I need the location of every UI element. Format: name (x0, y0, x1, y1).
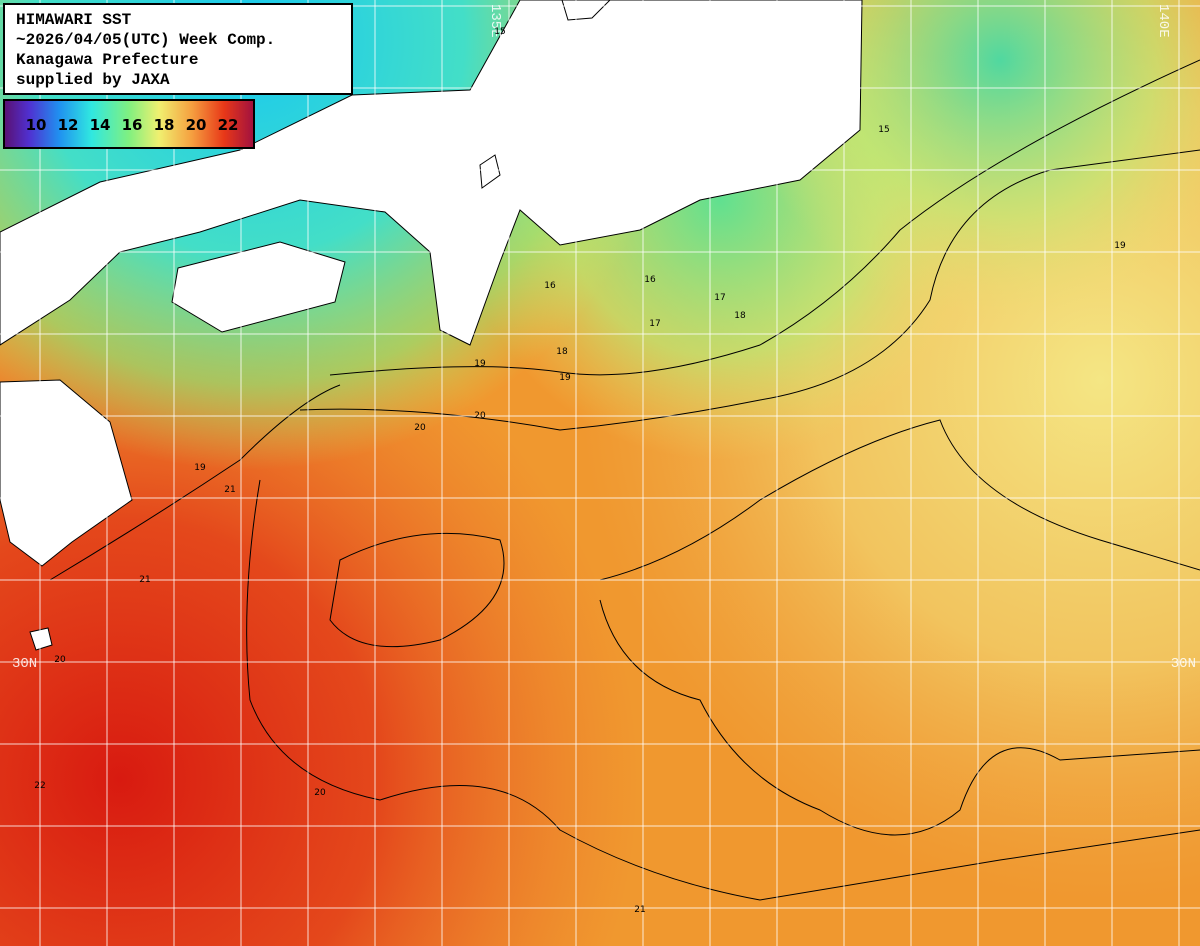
legend-label: 16 (122, 116, 143, 134)
contour-label: 22 (34, 781, 45, 791)
legend-label: 18 (154, 116, 175, 134)
contour-label: 15 (878, 125, 889, 135)
header-line: supplied by JAXA (16, 71, 170, 89)
contour-label: 19 (1114, 241, 1126, 251)
header-line: ~2026/04/05(UTC) Week Comp. (16, 31, 275, 49)
contour-label: 17 (714, 293, 725, 303)
longitude-label: 140E (1155, 4, 1171, 38)
longitude-label: 135E (487, 4, 503, 38)
contour-label: 18 (556, 347, 568, 357)
contour-label: 17 (649, 319, 660, 329)
header-line: HIMAWARI SST (16, 11, 132, 29)
legend-label: 10 (26, 116, 47, 134)
header-line: Kanagawa Prefecture (16, 51, 198, 69)
latitude-label: 30N (12, 656, 37, 672)
header-background (3, 3, 353, 95)
contour-label: 21 (224, 485, 235, 495)
legend-label: 12 (58, 116, 79, 134)
land (0, 0, 863, 651)
contour-label: 20 (414, 423, 426, 433)
contour-label: 18 (734, 311, 746, 321)
color-legend: 10 12 14 16 18 20 22 (3, 99, 255, 149)
contour-label: 19 (474, 359, 486, 369)
contour-label: 21 (634, 905, 645, 915)
legend-label: 22 (218, 116, 239, 134)
contour-label: 19 (559, 373, 571, 383)
contour-labels: 19 19 20 20 18 18 17 17 16 16 15 15 21 21 21 22 19 20 19 20 (34, 27, 1126, 915)
header-box: HIMAWARI SST ~2026/04/05(UTC) Week Comp.… (3, 3, 353, 95)
contour-label: 21 (139, 575, 150, 585)
contour-label: 20 (54, 655, 66, 665)
color-bar (3, 99, 255, 149)
contour-label: 16 (644, 275, 656, 285)
latitude-label: 30N (1171, 656, 1196, 672)
contour-label: 16 (544, 281, 556, 291)
contour-label: 15 (494, 27, 505, 37)
legend-label: 14 (90, 116, 111, 134)
contour-label: 20 (474, 411, 486, 421)
contour-label: 19 (194, 463, 206, 473)
legend-label: 20 (186, 116, 207, 134)
contour-label: 20 (314, 788, 326, 798)
